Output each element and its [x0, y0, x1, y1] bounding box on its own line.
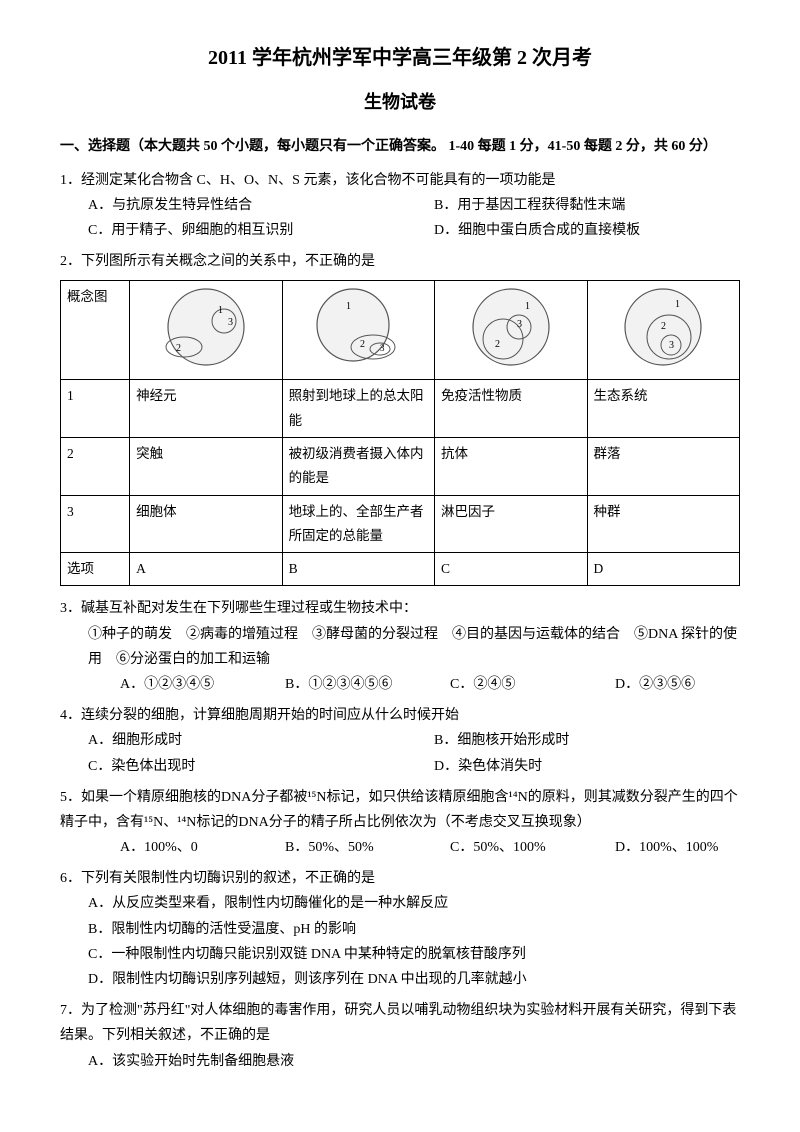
q5-option-b: B．50%、50% [285, 835, 410, 860]
q4-option-c: C．染色体出现时 [88, 754, 394, 779]
section-1-header: 一、选择题（本大题共 50 个小题，每小题只有一个正确答案。 1-40 每题 1… [60, 134, 740, 159]
q2-diagram-b: 1 2 3 [282, 281, 434, 380]
svg-text:1: 1 [218, 305, 223, 316]
q2-diagram-c: 1 2 3 [435, 281, 587, 380]
q2-diagram-a: 1 3 2 [130, 281, 282, 380]
question-2: 2．下列图所示有关概念之间的关系中，不正确的是 概念图 1 3 2 [60, 249, 740, 586]
q2-r3-c3: 淋巴因子 [435, 495, 587, 553]
svg-text:1: 1 [675, 299, 680, 310]
q2-r4-c2: B [282, 553, 434, 586]
q6-stem: 6．下列有关限制性内切酶识别的叙述，不正确的是 [60, 866, 740, 891]
svg-text:3: 3 [669, 340, 674, 351]
q2-r1-c2: 照射到地球上的总太阳能 [282, 380, 434, 438]
q3-items: ①种子的萌发 ②病毒的增殖过程 ③酵母菌的分裂过程 ④目的基因与运载体的结合 ⑤… [88, 622, 740, 672]
q2-r4-c3: C [435, 553, 587, 586]
q1-option-b: B．用于基因工程获得黏性末端 [434, 193, 740, 218]
q5-option-d: D．100%、100% [615, 835, 740, 860]
question-1: 1．经测定某化合物含 C、H、O、N、S 元素，该化合物不可能具有的一项功能是 … [60, 168, 740, 244]
q4-option-d: D．染色体消失时 [434, 754, 740, 779]
svg-text:1: 1 [346, 301, 351, 312]
q2-row-header: 概念图 [61, 281, 130, 380]
question-3: 3．碱基互补配对发生在下列哪些生理过程或生物技术中： ①种子的萌发 ②病毒的增殖… [60, 596, 740, 697]
q2-r1-n: 1 [61, 380, 130, 438]
q2-r1-c4: 生态系统 [587, 380, 740, 438]
q4-option-b: B．细胞核开始形成时 [434, 728, 740, 753]
q2-r2-c2: 被初级消费者摄入体内的能是 [282, 437, 434, 495]
q2-r3-n: 3 [61, 495, 130, 553]
q2-r2-n: 2 [61, 437, 130, 495]
q2-r3-c2: 地球上的、全部生产者所固定的总能量 [282, 495, 434, 553]
q4-stem: 4．连续分裂的细胞，计算细胞周期开始的时间应从什么时候开始 [60, 703, 740, 728]
q2-r1-c3: 免疫活性物质 [435, 380, 587, 438]
q2-r2-c1: 突触 [130, 437, 282, 495]
main-title: 2011 学年杭州学军中学高三年级第 2 次月考 [60, 40, 740, 76]
q1-option-c: C．用于精子、卵细胞的相互识别 [88, 218, 394, 243]
q4-option-a: A．细胞形成时 [88, 728, 394, 753]
q2-r1-c1: 神经元 [130, 380, 282, 438]
q3-option-c: C．②④⑤ [450, 672, 575, 697]
sub-title: 生物试卷 [60, 86, 740, 118]
q7-option-a: A．该实验开始时先制备细胞悬液 [88, 1049, 740, 1074]
svg-text:1: 1 [525, 301, 530, 312]
q2-r4-c4: D [587, 553, 740, 586]
q2-r2-c4: 群落 [587, 437, 740, 495]
question-4: 4．连续分裂的细胞，计算细胞周期开始的时间应从什么时候开始 A．细胞形成时 B．… [60, 703, 740, 779]
q5-stem: 5．如果一个精原细胞核的DNA分子都被¹⁵N标记，如只供给该精原细胞含¹⁴N的原… [60, 785, 740, 835]
q6-option-b: B．限制性内切酶的活性受温度、pH 的影响 [88, 917, 740, 942]
q1-stem: 1．经测定某化合物含 C、H、O、N、S 元素，该化合物不可能具有的一项功能是 [60, 168, 740, 193]
q3-option-a: A．①②③④⑤ [120, 672, 245, 697]
q6-option-c: C．一种限制性内切酶只能识别双链 DNA 中某种特定的脱氧核苷酸序列 [88, 942, 740, 967]
svg-text:3: 3 [517, 319, 522, 330]
q6-option-d: D．限制性内切酶识别序列越短，则该序列在 DNA 中出现的几率就越小 [88, 967, 740, 992]
q2-diagram-d: 1 2 3 [587, 281, 740, 380]
q3-option-b: B．①②③④⑤⑥ [285, 672, 410, 697]
q2-r4-n: 选项 [61, 553, 130, 586]
svg-text:2: 2 [661, 321, 666, 332]
q1-option-a: A．与抗原发生特异性结合 [88, 193, 394, 218]
q2-r2-c3: 抗体 [435, 437, 587, 495]
q3-option-d: D．②③⑤⑥ [615, 672, 740, 697]
question-7: 7．为了检测"苏丹红"对人体细胞的毒害作用，研究人员以哺乳动物组织块为实验材料开… [60, 998, 740, 1074]
q5-option-c: C．50%、100% [450, 835, 575, 860]
q5-option-a: A．100%、0 [120, 835, 245, 860]
q2-r3-c1: 细胞体 [130, 495, 282, 553]
q3-stem: 3．碱基互补配对发生在下列哪些生理过程或生物技术中： [60, 596, 740, 621]
question-5: 5．如果一个精原细胞核的DNA分子都被¹⁵N标记，如只供给该精原细胞含¹⁴N的原… [60, 785, 740, 861]
q2-stem: 2．下列图所示有关概念之间的关系中，不正确的是 [60, 249, 740, 274]
q2-r4-c1: A [130, 553, 282, 586]
svg-text:2: 2 [360, 339, 365, 350]
q6-option-a: A．从反应类型来看，限制性内切酶催化的是一种水解反应 [88, 891, 740, 916]
q2-r3-c4: 种群 [587, 495, 740, 553]
q7-stem: 7．为了检测"苏丹红"对人体细胞的毒害作用，研究人员以哺乳动物组织块为实验材料开… [60, 998, 740, 1048]
svg-text:3: 3 [228, 317, 233, 328]
q2-table: 概念图 1 3 2 1 2 3 [60, 280, 740, 586]
svg-text:2: 2 [176, 343, 181, 354]
svg-text:2: 2 [495, 339, 500, 350]
svg-text:3: 3 [380, 343, 385, 353]
question-6: 6．下列有关限制性内切酶识别的叙述，不正确的是 A．从反应类型来看，限制性内切酶… [60, 866, 740, 992]
q1-option-d: D．细胞中蛋白质合成的直接模板 [434, 218, 740, 243]
